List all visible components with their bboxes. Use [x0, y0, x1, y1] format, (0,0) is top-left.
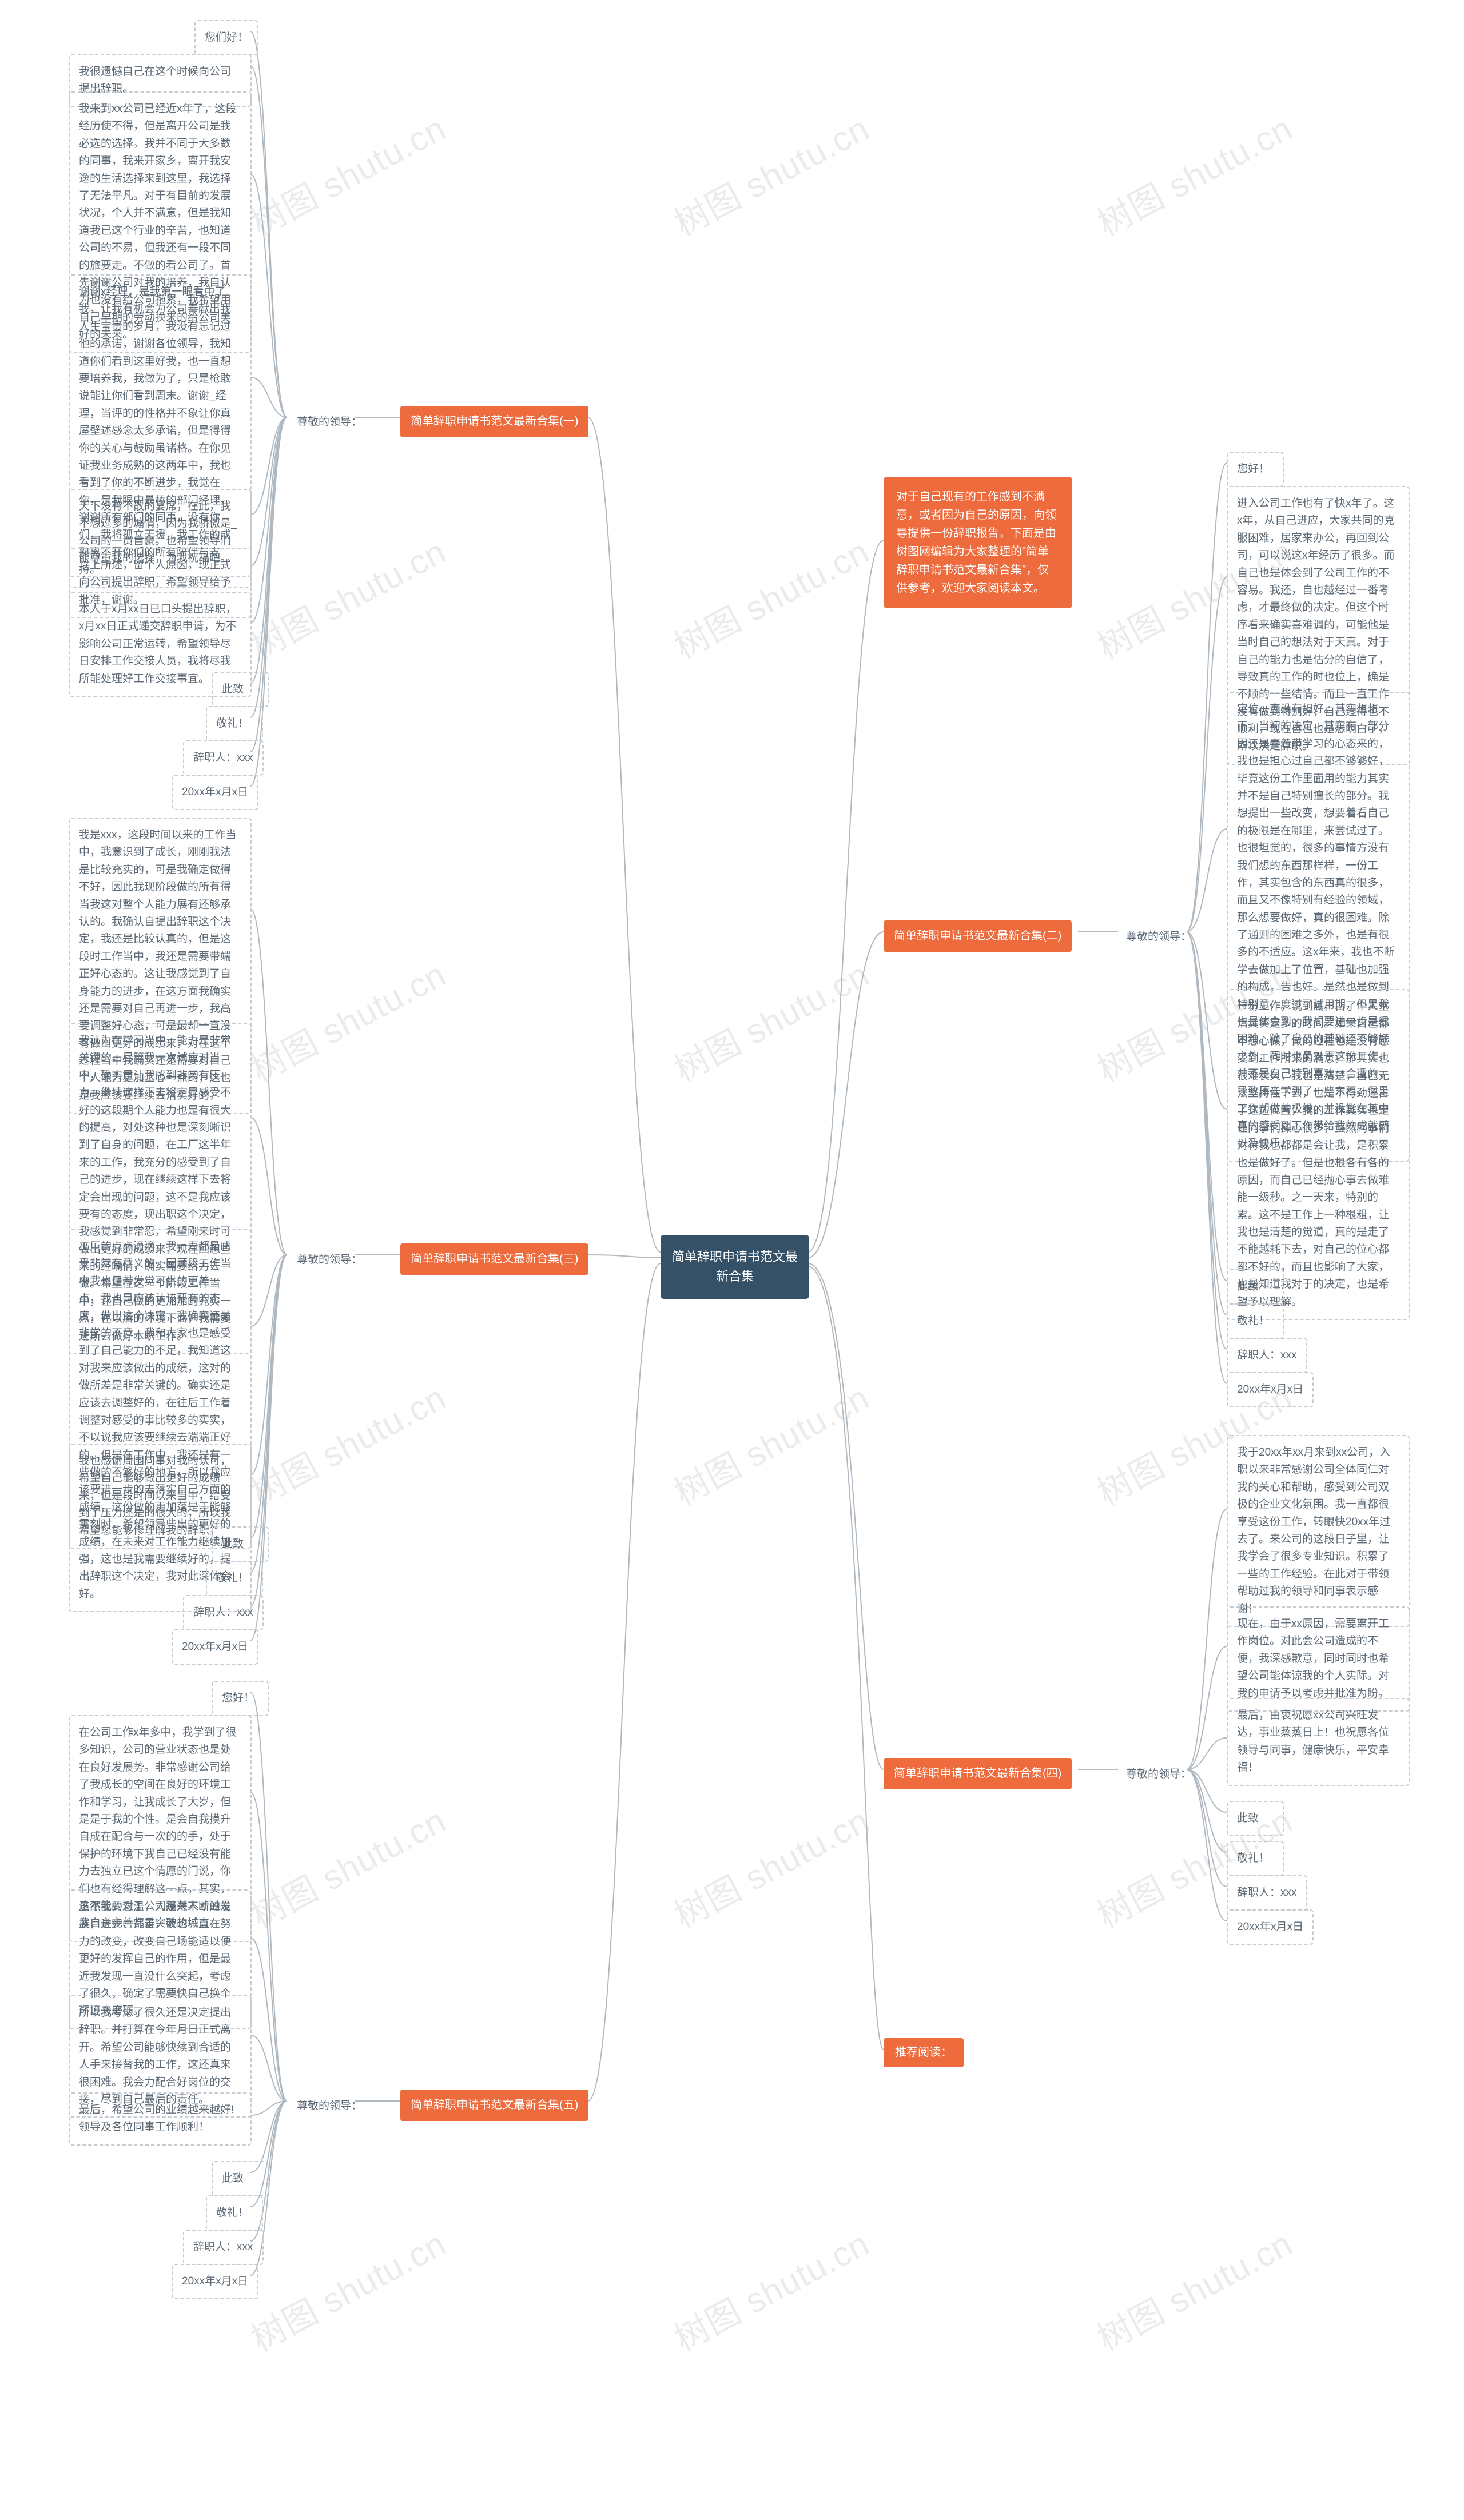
- s4-p3: 最后，由衷祝愿xx公司兴旺发达，事业蒸蒸日上！也祝愿各位领导与同事，健康快乐，平…: [1227, 1698, 1410, 1786]
- watermark: 树图 shutu.cn: [241, 1370, 453, 1515]
- s4-ci: 此致: [1227, 1801, 1284, 1836]
- s5-signer: 辞职人：xxx: [183, 2230, 264, 2265]
- watermark: 树图 shutu.cn: [241, 101, 453, 246]
- recommend-node: 推荐阅读：: [884, 2038, 964, 2067]
- s2-date: 20xx年x月x日: [1227, 1372, 1314, 1407]
- s1-jl: 敬礼！: [206, 706, 263, 741]
- s4-p1: 我于20xx年xx月来到xx公司，入职以来非常感谢公司全体同仁对我的关心和帮助，…: [1227, 1435, 1410, 1627]
- watermark: 树图 shutu.cn: [664, 1370, 877, 1515]
- s3-signer: 辞职人：xxx: [183, 1595, 264, 1630]
- s3-ci: 此致: [212, 1526, 269, 1562]
- s4-signer: 辞职人：xxx: [1227, 1875, 1307, 1911]
- section-5-leader: 尊敬的领导：: [289, 2092, 370, 2120]
- s4-p2: 现在，由于xx原因，需要离开工作岗位。对此会公司造成的不便，我深感歉意，同时同时…: [1227, 1606, 1410, 1712]
- watermark: 树图 shutu.cn: [241, 2216, 453, 2361]
- s2-hello: 您好！: [1227, 452, 1284, 487]
- watermark: 树图 shutu.cn: [664, 2216, 877, 2361]
- watermark: 树图 shutu.cn: [241, 1793, 453, 1938]
- section-5-title: 简单辞职申请书范文最新合集(五): [400, 2090, 588, 2121]
- s1-ci: 此致: [212, 672, 269, 707]
- watermark: 树图 shutu.cn: [664, 947, 877, 1092]
- root-node: 简单辞职申请书范文最新合集: [661, 1235, 809, 1299]
- s1-greet: 您们好！: [194, 20, 258, 55]
- section-4-leader: 尊敬的领导：: [1118, 1760, 1199, 1788]
- s2-ci: 此致: [1227, 1269, 1284, 1305]
- s4-date: 20xx年x月x日: [1227, 1909, 1314, 1945]
- s1-date: 20xx年x月x日: [172, 775, 258, 810]
- s2-signer: 辞职人：xxx: [1227, 1338, 1307, 1373]
- s5-ci: 此致: [212, 2161, 269, 2196]
- watermark: 树图 shutu.cn: [664, 101, 877, 246]
- s5-hello: 您好！: [212, 1681, 269, 1716]
- s5-p4: 最后，希望公司的业绩越来越好!领导及各位同事工作顺利！: [69, 2092, 252, 2146]
- watermark: 树图 shutu.cn: [664, 1793, 877, 1938]
- section-3-title: 简单辞职申请书范文最新合集(三): [400, 1243, 588, 1275]
- s1-signer: 辞职人：xxx: [183, 740, 264, 776]
- section-1-title: 简单辞职申请书范文最新合集(一): [400, 406, 588, 437]
- section-1-leader: 尊敬的领导：: [289, 408, 370, 436]
- s3-jl: 敬礼！: [206, 1561, 263, 1596]
- section-4-title: 简单辞职申请书范文最新合集(四): [884, 1758, 1072, 1789]
- watermark: 树图 shutu.cn: [1087, 101, 1300, 246]
- section-2-leader: 尊敬的领导：: [1118, 923, 1199, 951]
- section-2-title: 简单辞职申请书范文最新合集(二): [884, 920, 1072, 952]
- watermark: 树图 shutu.cn: [241, 524, 453, 669]
- s3-date: 20xx年x月x日: [172, 1629, 258, 1665]
- s5-jl: 敬礼！: [206, 2195, 263, 2231]
- s5-date: 20xx年x月x日: [172, 2264, 258, 2299]
- intro-highlight: 对于自己现有的工作感到不满意，或者因为自己的原因，向领导提供一份辞职报告。下面是…: [884, 477, 1072, 608]
- watermark: 树图 shutu.cn: [1087, 2216, 1300, 2361]
- watermark: 树图 shutu.cn: [664, 524, 877, 669]
- section-3-leader: 尊敬的领导：: [289, 1246, 370, 1274]
- s4-jl: 敬礼！: [1227, 1841, 1284, 1876]
- watermark: 树图 shutu.cn: [241, 947, 453, 1092]
- s2-jl: 敬礼！: [1227, 1303, 1284, 1339]
